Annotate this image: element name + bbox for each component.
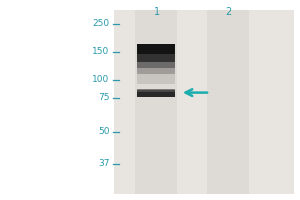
Bar [137, 51, 175, 52]
Bar [137, 81, 175, 82]
Bar [137, 64, 175, 65]
Bar [137, 75, 175, 76]
Text: 37: 37 [98, 160, 110, 168]
Bar [137, 90, 175, 97]
Bar [135, 10, 177, 194]
Bar [137, 58, 175, 59]
Bar [137, 68, 175, 69]
Bar [137, 47, 175, 48]
Bar [137, 82, 175, 83]
Bar [137, 79, 175, 80]
Bar [137, 45, 175, 46]
Text: 250: 250 [92, 20, 110, 28]
Bar [137, 62, 175, 63]
Text: 75: 75 [98, 94, 110, 102]
Bar [137, 72, 175, 73]
Bar [137, 49, 175, 50]
Bar [137, 56, 175, 57]
Bar [137, 76, 175, 77]
Bar [137, 74, 175, 75]
Bar [207, 10, 249, 194]
Bar [137, 50, 175, 51]
Bar [137, 73, 175, 74]
Bar [137, 48, 175, 49]
Text: 150: 150 [92, 47, 110, 56]
Text: 100: 100 [92, 75, 110, 84]
Bar [137, 53, 175, 54]
Bar [137, 69, 175, 70]
Bar [137, 46, 175, 47]
Bar [137, 44, 175, 45]
Bar [137, 59, 175, 60]
Text: 50: 50 [98, 128, 110, 136]
Text: 2: 2 [225, 7, 231, 17]
Bar [137, 57, 175, 58]
Text: 1: 1 [154, 7, 160, 17]
Bar [137, 63, 175, 64]
Bar [137, 70, 175, 71]
Bar [137, 61, 175, 62]
Bar [137, 78, 175, 79]
Bar [137, 83, 175, 84]
Bar [137, 67, 175, 68]
Bar [137, 65, 175, 66]
Bar [137, 80, 175, 81]
Bar [137, 77, 175, 78]
Bar [137, 54, 175, 55]
Bar [137, 52, 175, 53]
Bar [137, 66, 175, 67]
Bar [137, 71, 175, 72]
Bar [137, 89, 175, 92]
Bar [114, 10, 294, 194]
Bar [137, 60, 175, 61]
Bar [137, 55, 175, 56]
